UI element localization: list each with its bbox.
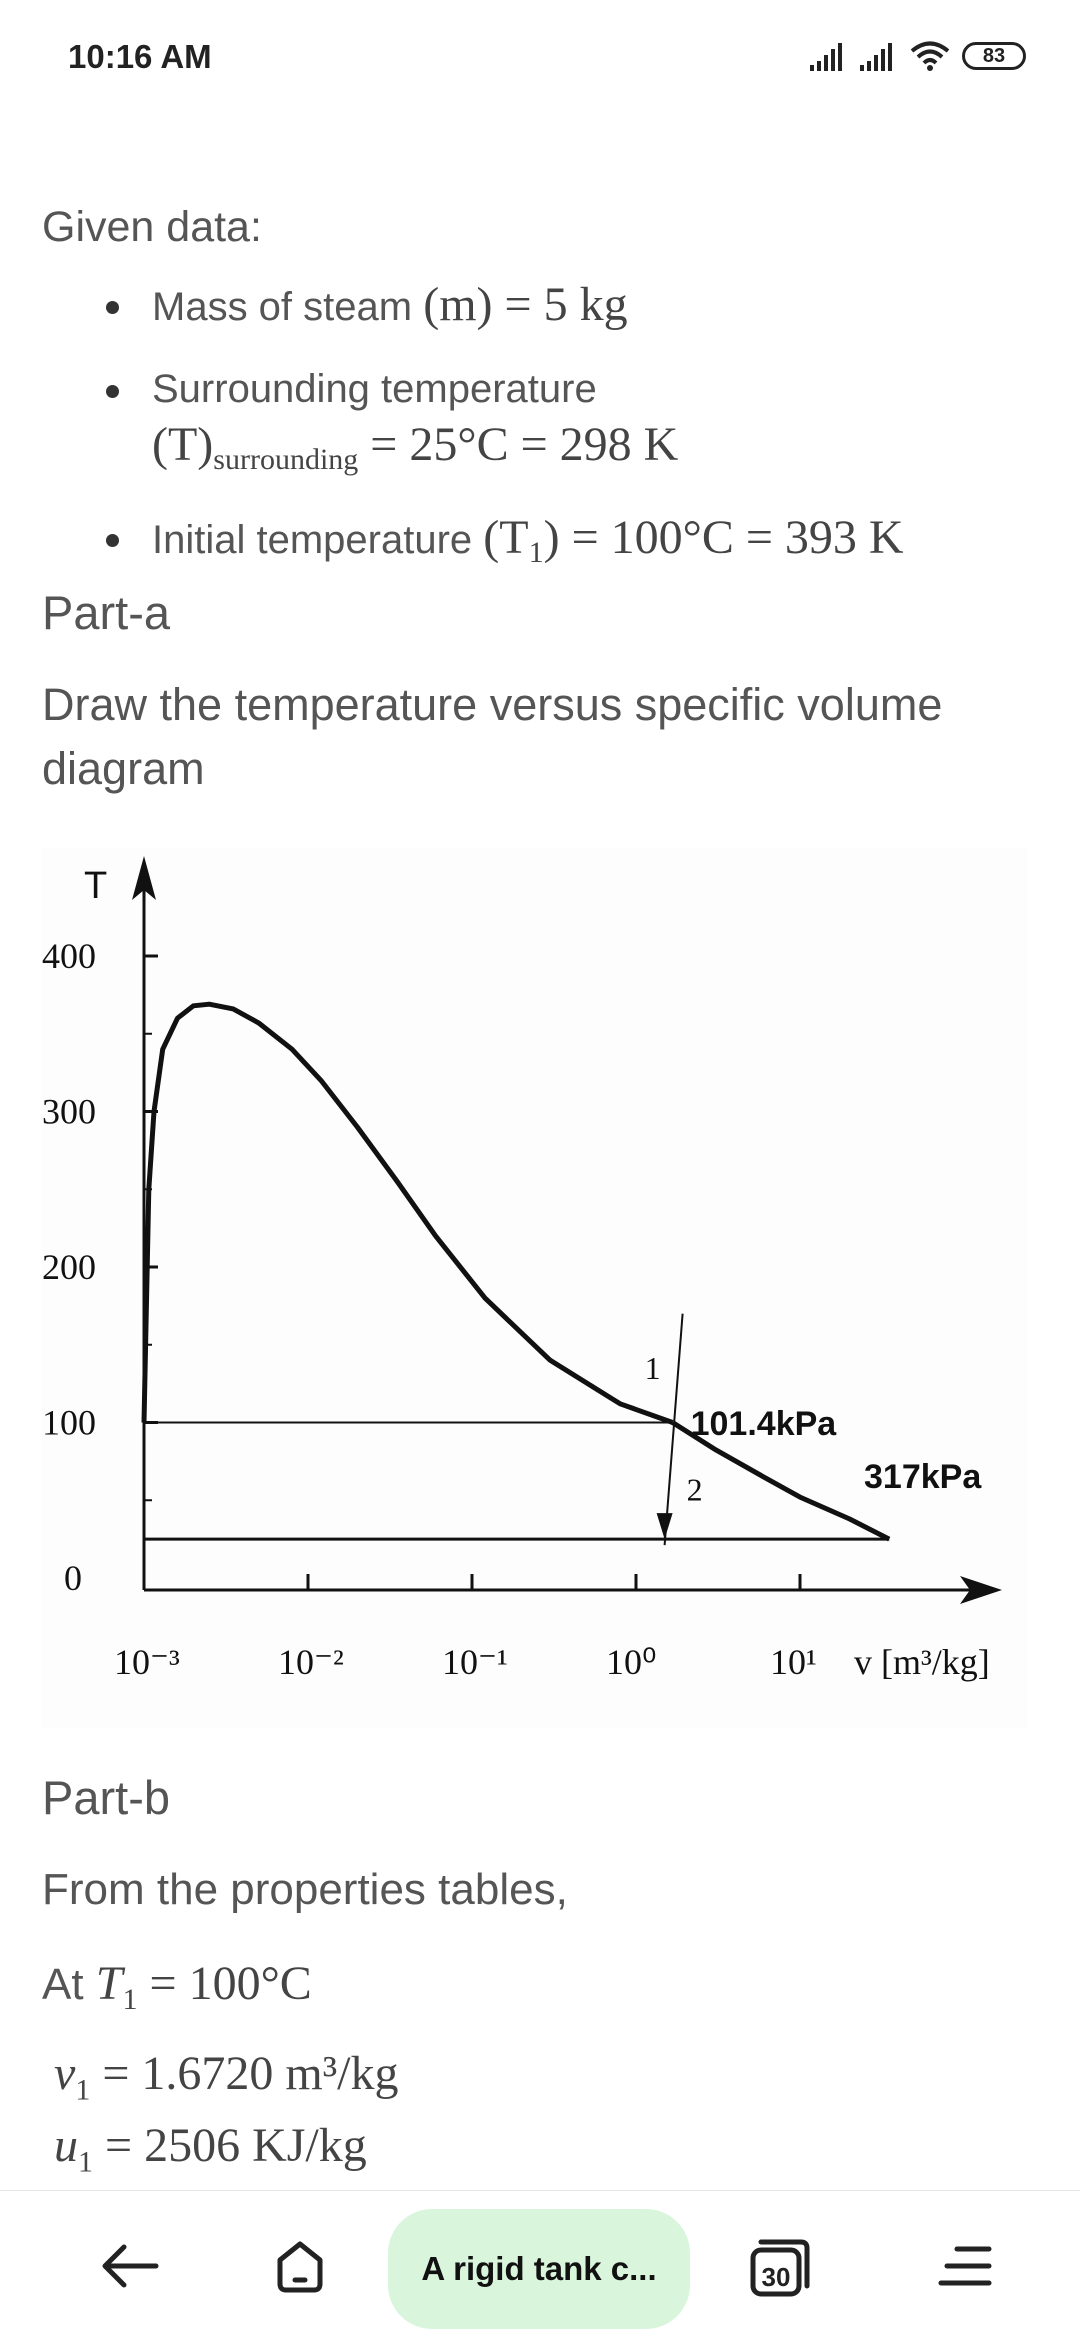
x-axis-label: v [m³/kg] <box>854 1642 990 1682</box>
tabs-button[interactable]: 30 <box>720 2191 840 2341</box>
part-b-at-math: T <box>95 1957 123 2010</box>
given-label: Initial temperature <box>152 518 484 562</box>
y-axis-arrow <box>132 856 156 900</box>
given-item-surrounding: Surrounding temperature (T)surrounding =… <box>42 361 1042 488</box>
part-b-heading: Part-b <box>42 1771 170 1824</box>
x-tick-label: 10⁰ <box>606 1642 656 1682</box>
given-math: (m) = 5 kg <box>423 278 628 331</box>
given-label: Surrounding temperature <box>152 367 597 411</box>
y-tick-label: 100 <box>42 1403 96 1443</box>
back-button[interactable] <box>70 2191 190 2341</box>
tabs-count: 30 <box>762 2262 791 2292</box>
wifi-icon <box>910 41 950 71</box>
part-b-v1: v1 = 1.6720 m³/kg <box>54 2046 398 2108</box>
state-1-label: 1 <box>645 1350 661 1386</box>
given-label: Mass of steam <box>152 285 424 329</box>
v1-rhs: = 1.6720 m³/kg <box>90 2047 399 2100</box>
part-b-text: From the properties tables, <box>42 1865 568 1914</box>
series-line <box>671 1420 891 1542</box>
status-icons: 83 <box>810 40 1026 72</box>
y-tick-label: 200 <box>42 1247 96 1287</box>
signal-icon <box>810 43 842 71</box>
status-time: 10:16 AM <box>68 38 212 75</box>
given-math-after: = 25°C = 298 K <box>358 418 679 471</box>
part-a-text: Draw the temperature versus specific vol… <box>42 679 943 794</box>
given-math: (T <box>483 511 529 564</box>
home-button[interactable] <box>240 2191 360 2341</box>
process-arrow <box>656 1513 673 1540</box>
given-title: Given data: <box>42 203 262 251</box>
y-axis-label: T <box>84 865 107 907</box>
y-tick-label: 400 <box>42 936 96 976</box>
part-b-u1: u1 = 2506 KJ/kg <box>54 2118 367 2180</box>
v1-lhs: v <box>54 2047 76 2100</box>
bottom-nav: A rigid tank c... 30 <box>0 2190 1080 2341</box>
x-tick-label: 10⁻³ <box>114 1642 180 1682</box>
given-math-sub: 1 <box>528 536 544 569</box>
home-icon <box>277 2241 323 2293</box>
menu-icon <box>938 2246 992 2286</box>
part-b-at-after: = 100°C <box>137 1957 312 2010</box>
process-line <box>663 1313 684 1546</box>
given-math-after: ) = 100°C = 393 K <box>543 511 904 564</box>
series-line <box>141 1001 674 1425</box>
pressure-label-101: 101.4kPa <box>691 1405 838 1443</box>
menu-button[interactable] <box>905 2191 1025 2341</box>
current-page-title: A rigid tank c... <box>421 2250 657 2287</box>
u1-lhs: u <box>54 2119 78 2172</box>
given-item-mass: Mass of steam (m) = 5 kg <box>42 277 1042 347</box>
part-b-at: At T1 = 100°C <box>42 1952 312 2032</box>
back-icon <box>102 2244 159 2288</box>
y-tick-label: 0 <box>64 1558 82 1598</box>
y-tick-label: 300 <box>42 1092 96 1132</box>
u1-rhs: = 2506 KJ/kg <box>93 2119 367 2172</box>
x-tick-label: 10⁻¹ <box>442 1642 508 1682</box>
tv-diagram: T 400 300 200 100 0 10⁻³ 10⁻² 10⁻¹ 10⁰ 10¹ v [m³/kg… <box>42 848 1027 1728</box>
battery-icon: 83 <box>962 42 1026 70</box>
status-bar: 10:16 AM 83 <box>0 0 1080 118</box>
part-b-at-label: At <box>42 1960 96 2009</box>
given-math: (T) <box>152 418 214 471</box>
given-list: Mass of steam (m) = 5 kg Surrounding tem… <box>42 277 1042 581</box>
battery-level: 83 <box>982 44 1006 67</box>
v1-sub: 1 <box>75 2073 91 2107</box>
x-axis-arrow <box>960 1576 1002 1604</box>
current-page-pill[interactable]: A rigid tank c... <box>388 2209 690 2329</box>
given-math-sub: surrounding <box>213 443 359 476</box>
given-item-initial: Initial temperature (T1) = 100°C = 393 K <box>42 510 1042 581</box>
tabs-icon: 30 <box>750 2239 810 2297</box>
pressure-label-317: 317kPa <box>864 1458 982 1496</box>
x-tick-label: 10⁻² <box>278 1642 344 1682</box>
tv-diagram-svg: T 400 300 200 100 0 10⁻³ 10⁻² 10⁻¹ 10⁰ 10¹ v [m³/kg… <box>42 856 1002 1682</box>
signal-icon <box>860 43 892 71</box>
state-2-label: 2 <box>687 1471 703 1507</box>
u1-sub: 1 <box>78 2145 93 2179</box>
part-a-heading: Part-a <box>42 586 170 639</box>
x-tick-label: 10¹ <box>770 1642 817 1682</box>
part-b-at-sub: 1 <box>122 1982 138 2016</box>
